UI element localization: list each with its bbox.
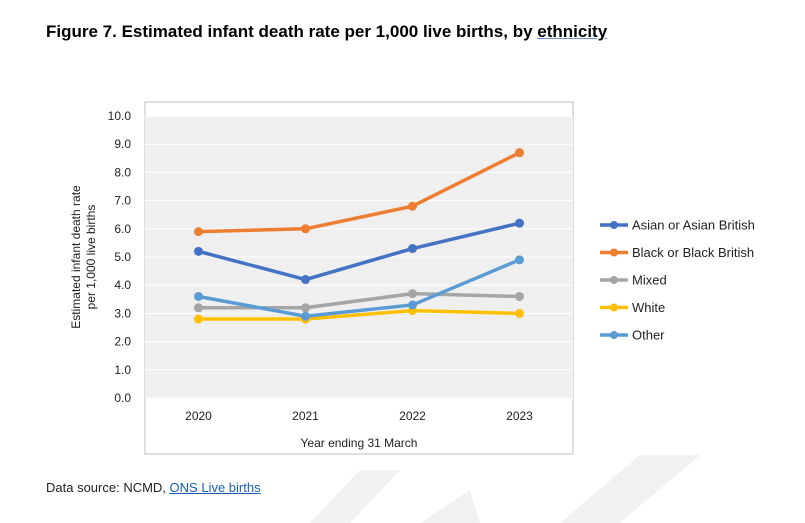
legend-label: White [632, 300, 665, 315]
data-point [194, 227, 203, 237]
y-tick-label: 9.0 [114, 137, 131, 151]
legend-item: Black or Black British [600, 245, 754, 260]
figure-title: Figure 7. Estimated infant death rate pe… [46, 22, 607, 42]
x-tick-labels: 2020 2021 2022 2023 [185, 409, 533, 423]
data-point [194, 291, 203, 301]
y-tick-label: 10.0 [108, 109, 132, 123]
y-axis-label-line: per 1,000 live births [84, 205, 98, 310]
legend-swatch-marker [610, 221, 618, 229]
legend-swatch-marker [610, 303, 618, 312]
y-tick-label: 8.0 [114, 165, 131, 179]
data-point [408, 201, 417, 211]
series-line [198, 221, 520, 282]
legend-swatch-marker [610, 331, 618, 339]
y-axis-label-line: Estimated infant death rate [69, 185, 83, 329]
legend-item: White [600, 300, 665, 315]
legend-label: Asian or Asian British [632, 218, 755, 233]
series-line [198, 151, 521, 234]
data-source: Data source: NCMD, ONS Live births [46, 480, 261, 495]
legend: Asian or Asian British Black or Black Bri… [600, 218, 755, 343]
y-tick-labels: 0.0 1.0 2.0 3.0 4.0 5.0 6.0 7.0 8.0 9.0 10.0 [108, 109, 132, 405]
legend-label: Mixed [632, 273, 667, 288]
y-tick-label: 6.0 [114, 222, 131, 236]
y-tick-label: 7.0 [114, 194, 131, 208]
data-point [301, 303, 310, 313]
x-tick-label: 2023 [506, 409, 533, 423]
x-tick-label: 2020 [185, 409, 212, 423]
data-point [408, 300, 417, 310]
legend-swatch-marker [610, 276, 618, 284]
legend-swatch-marker [610, 248, 618, 257]
y-tick-label: 0.0 [114, 391, 131, 405]
data-point [515, 218, 524, 228]
series-lines [194, 148, 524, 324]
series-black-or-black-british [194, 148, 524, 237]
x-tick-label: 2022 [399, 409, 426, 423]
data-point [194, 246, 203, 256]
y-tick-label: 5.0 [114, 250, 131, 264]
y-tick-label: 3.0 [114, 306, 131, 320]
data-point [408, 244, 417, 254]
data-point [515, 308, 524, 318]
data-point [515, 148, 524, 158]
x-axis-label: Year ending 31 March [301, 436, 418, 450]
legend-item: Other [600, 328, 665, 343]
data-source-text: Data source: NCMD, [46, 480, 170, 495]
series-asian-or-asian-british [194, 218, 524, 285]
y-tick-label: 2.0 [114, 335, 131, 349]
series-line [198, 258, 521, 318]
x-tick-label: 2021 [292, 409, 319, 423]
data-point [301, 224, 310, 234]
series-other [194, 255, 524, 321]
live-births-link[interactable]: ONS Live births [169, 480, 261, 495]
data-point [194, 303, 203, 313]
y-tick-label: 4.0 [114, 278, 131, 292]
data-point [515, 291, 524, 301]
legend-item: Asian or Asian British [600, 218, 755, 233]
legend-label: Other [632, 328, 665, 343]
y-axis-label: Estimated infant death rate per 1,000 liv… [69, 185, 98, 329]
data-point [301, 311, 310, 321]
data-point [194, 314, 203, 324]
data-point [515, 255, 524, 265]
series-line [198, 308, 520, 321]
y-tick-label: 1.0 [114, 363, 131, 377]
figure-title-link[interactable]: ethnicity [537, 22, 608, 41]
legend-item: Mixed [600, 273, 667, 288]
figure-title-text: Figure 7. Estimated infant death rate pe… [46, 22, 538, 41]
legend-label: Black or Black British [632, 245, 754, 260]
data-point [301, 275, 310, 285]
data-point [408, 289, 417, 299]
